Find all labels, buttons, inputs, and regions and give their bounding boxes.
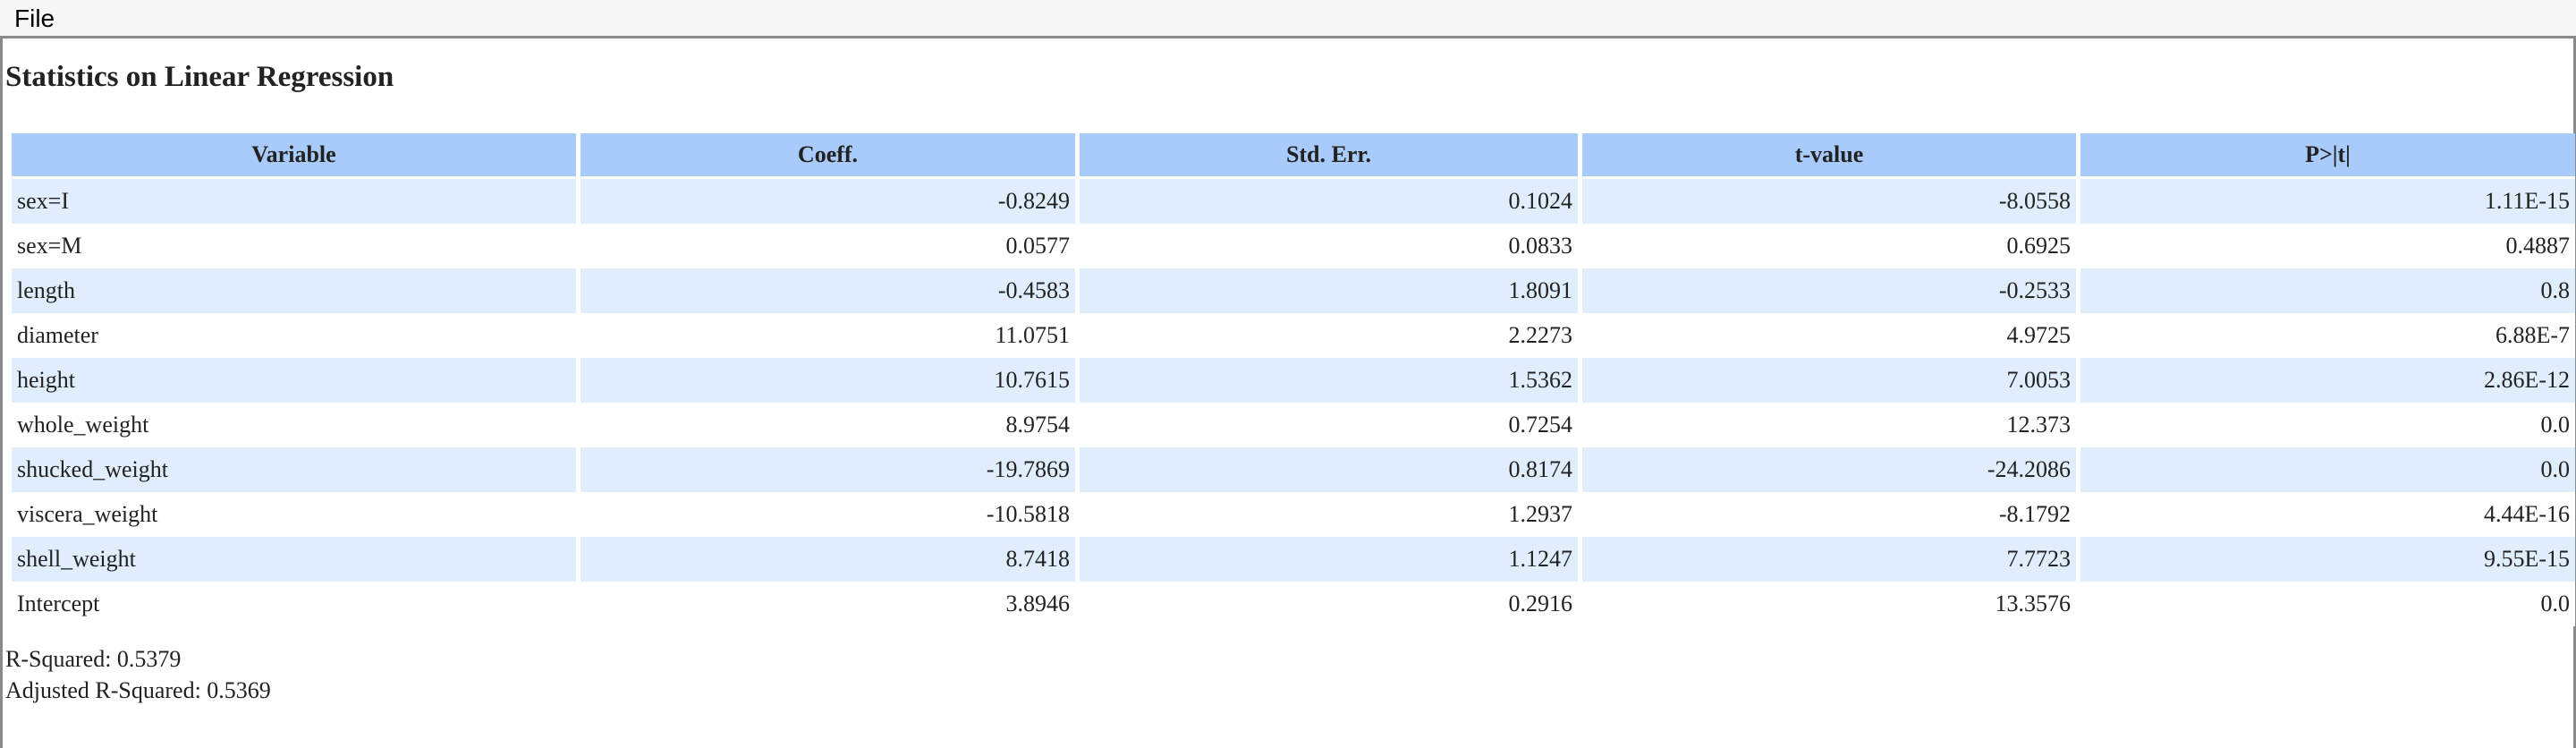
page-title: Statistics on Linear Regression: [5, 61, 394, 93]
coeff-cell: 8.9754: [580, 403, 1075, 447]
regression-summary: R-Squared: 0.5379 Adjusted R-Squared: 0.…: [5, 643, 271, 706]
column-header-t-value: t-value: [1582, 133, 2076, 179]
std-err-cell: 1.8091: [1080, 268, 1578, 313]
p-value-cell: 0.0: [2080, 447, 2575, 492]
column-header-std-err: Std. Err.: [1080, 133, 1578, 179]
std-err-cell: 1.2937: [1080, 492, 1578, 537]
std-err-cell: 2.2273: [1080, 313, 1578, 358]
adjusted-r-squared-text: Adjusted R-Squared: 0.5369: [5, 677, 271, 703]
p-value-cell: 9.55E-15: [2080, 537, 2575, 582]
menu-file[interactable]: File: [14, 4, 55, 32]
std-err-cell: 0.7254: [1080, 403, 1578, 447]
variable-cell: shucked_weight: [12, 447, 576, 492]
coeff-cell: -0.4583: [580, 268, 1075, 313]
coeff-cell: 11.0751: [580, 313, 1075, 358]
p-value-cell: 0.0: [2080, 582, 2575, 626]
variable-cell: shell_weight: [12, 537, 576, 582]
p-value-cell: 6.88E-7: [2080, 313, 2575, 358]
coeff-cell: -0.8249: [580, 179, 1075, 224]
coeff-cell: 3.8946: [580, 582, 1075, 626]
std-err-cell: 0.1024: [1080, 179, 1578, 224]
results-panel: Statistics on Linear Regression Variable…: [0, 38, 2576, 748]
p-value-cell: 0.0: [2080, 403, 2575, 447]
coeff-cell: 0.0577: [580, 224, 1075, 268]
std-err-cell: 1.1247: [1080, 537, 1578, 582]
variable-cell: height: [12, 358, 576, 403]
t-value-cell: -0.2533: [1582, 268, 2076, 313]
table-row: diameter 11.0751 2.2273 4.9725 6.88E-7: [12, 313, 2575, 358]
coeff-cell: 8.7418: [580, 537, 1075, 582]
t-value-cell: 4.9725: [1582, 313, 2076, 358]
table-header-row: Variable Coeff. Std. Err. t-value P>|t|: [12, 133, 2575, 179]
variable-cell: Intercept: [12, 582, 576, 626]
table-row: whole_weight 8.9754 0.7254 12.373 0.0: [12, 403, 2575, 447]
table-row: viscera_weight -10.5818 1.2937 -8.1792 4…: [12, 492, 2575, 537]
variable-cell: length: [12, 268, 576, 313]
std-err-cell: 0.0833: [1080, 224, 1578, 268]
table-row: length -0.4583 1.8091 -0.2533 0.8: [12, 268, 2575, 313]
r-squared-text: R-Squared: 0.5379: [5, 646, 182, 672]
t-value-cell: 0.6925: [1582, 224, 2076, 268]
std-err-cell: 0.8174: [1080, 447, 1578, 492]
table-row: height 10.7615 1.5362 7.0053 2.86E-12: [12, 358, 2575, 403]
column-header-p-value: P>|t|: [2080, 133, 2575, 179]
std-err-cell: 0.2916: [1080, 582, 1578, 626]
table-row: sex=I -0.8249 0.1024 -8.0558 1.11E-15: [12, 179, 2575, 224]
p-value-cell: 2.86E-12: [2080, 358, 2575, 403]
t-value-cell: -8.1792: [1582, 492, 2076, 537]
table-row: shell_weight 8.7418 1.1247 7.7723 9.55E-…: [12, 537, 2575, 582]
table-row: sex=M 0.0577 0.0833 0.6925 0.4887: [12, 224, 2575, 268]
variable-cell: viscera_weight: [12, 492, 576, 537]
coeff-cell: -19.7869: [580, 447, 1075, 492]
table-row: shucked_weight -19.7869 0.8174 -24.2086 …: [12, 447, 2575, 492]
variable-cell: sex=I: [12, 179, 576, 224]
variable-cell: diameter: [12, 313, 576, 358]
t-value-cell: 7.0053: [1582, 358, 2076, 403]
table-row: Intercept 3.8946 0.2916 13.3576 0.0: [12, 582, 2575, 626]
p-value-cell: 4.44E-16: [2080, 492, 2575, 537]
column-header-variable: Variable: [12, 133, 576, 179]
t-value-cell: 7.7723: [1582, 537, 2076, 582]
p-value-cell: 1.11E-15: [2080, 179, 2575, 224]
menu-bar: File: [0, 0, 2576, 38]
t-value-cell: 13.3576: [1582, 582, 2076, 626]
t-value-cell: 12.373: [1582, 403, 2076, 447]
p-value-cell: 0.4887: [2080, 224, 2575, 268]
variable-cell: whole_weight: [12, 403, 576, 447]
std-err-cell: 1.5362: [1080, 358, 1578, 403]
t-value-cell: -24.2086: [1582, 447, 2076, 492]
coeff-cell: 10.7615: [580, 358, 1075, 403]
t-value-cell: -8.0558: [1582, 179, 2076, 224]
coeff-cell: -10.5818: [580, 492, 1075, 537]
variable-cell: sex=M: [12, 224, 576, 268]
regression-table: Variable Coeff. Std. Err. t-value P>|t| …: [7, 133, 2576, 626]
column-header-coeff: Coeff.: [580, 133, 1075, 179]
p-value-cell: 0.8: [2080, 268, 2575, 313]
